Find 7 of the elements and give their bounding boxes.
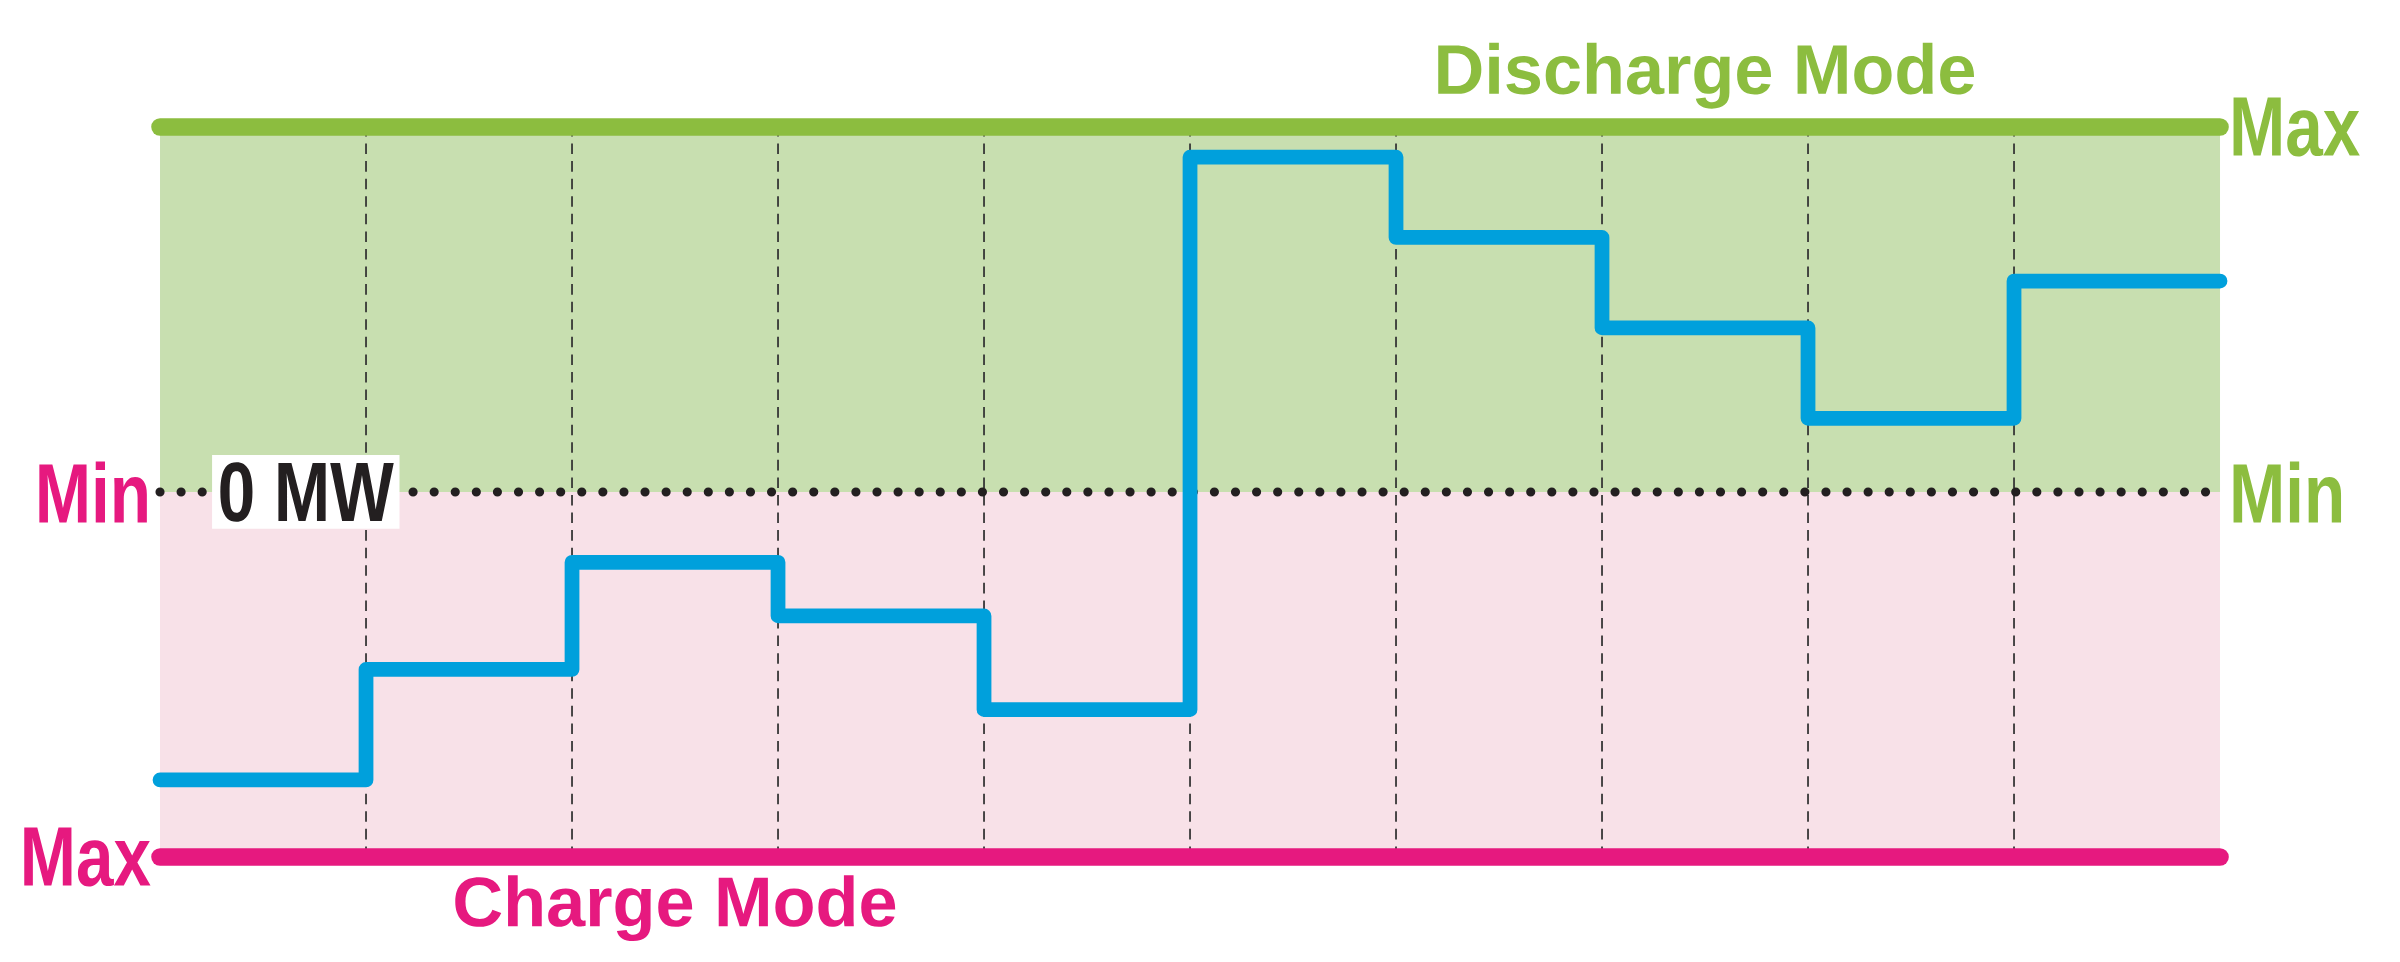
text: Min [2233,461,2342,523]
ref-line-label: 0 MW [220,462,394,522]
ref-line-label: Max [2233,97,2360,157]
ref-line-label: Max [24,827,151,887]
band-label: Discharge Mode [1438,42,1975,109]
band-label: Charge Mode [455,875,896,942]
text: Min [39,461,147,523]
